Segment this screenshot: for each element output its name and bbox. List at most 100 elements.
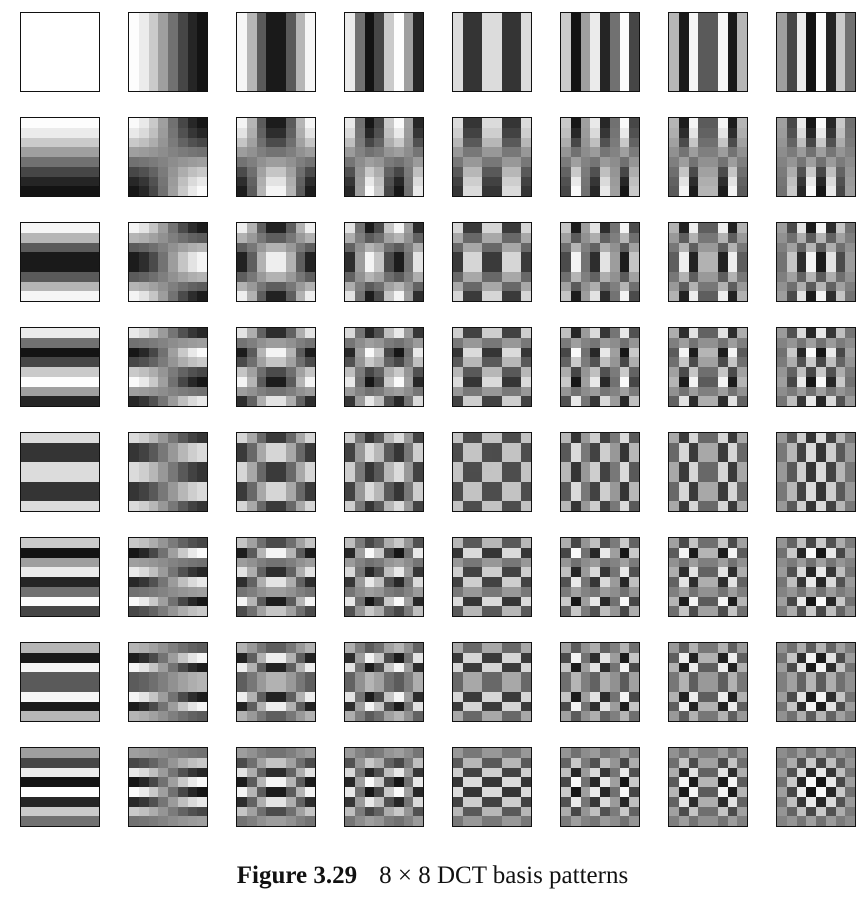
- basis-cell: [158, 337, 168, 348]
- basis-cell: [403, 291, 414, 301]
- basis-cell: [629, 701, 639, 712]
- basis-cell: [30, 291, 41, 301]
- basis-cell: [79, 376, 90, 387]
- basis-cell: [364, 501, 375, 511]
- basis-cell: [305, 252, 315, 262]
- basis-cell: [305, 748, 315, 758]
- basis-cell: [688, 232, 699, 243]
- basis-cell: [816, 396, 826, 406]
- basis-cell: [89, 252, 99, 262]
- basis-cell: [89, 442, 99, 453]
- basis-cell: [266, 357, 276, 367]
- basis-cell: [158, 606, 168, 616]
- basis-cell: [60, 71, 70, 82]
- basis-cell: [619, 767, 630, 778]
- basis-cell: [511, 577, 522, 587]
- basis-cell: [786, 577, 797, 587]
- basis-cell: [177, 52, 188, 62]
- basis-cell: [266, 32, 276, 43]
- basis-cell: [295, 606, 306, 616]
- basis-cell: [305, 281, 315, 292]
- basis-cell: [561, 462, 571, 472]
- basis-cell: [600, 433, 610, 443]
- basis-cell: [511, 147, 522, 157]
- basis-cell: [472, 386, 483, 397]
- basis-cell: [354, 777, 365, 787]
- basis-cell: [462, 396, 473, 406]
- basis-cell: [345, 682, 355, 692]
- basis-cell: [835, 711, 846, 721]
- basis-cell: [197, 806, 207, 817]
- basis-cell: [570, 442, 581, 453]
- basis-cell: [521, 472, 531, 482]
- basis-cell: [472, 757, 483, 768]
- basis-cell: [845, 176, 855, 187]
- basis-cell: [345, 386, 355, 397]
- basis-cell: [669, 462, 679, 472]
- basis-cell: [138, 777, 149, 787]
- basis-cell: [276, 547, 286, 558]
- basis-cell: [40, 262, 51, 272]
- basis-cell: [580, 547, 591, 558]
- basis-cell: [619, 547, 630, 558]
- basis-cell: [561, 433, 571, 443]
- basis-cell: [619, 186, 630, 196]
- basis-cell: [50, 586, 60, 597]
- basis-cell: [69, 186, 80, 196]
- basis-cell: [384, 682, 394, 692]
- basis-cell: [570, 452, 581, 463]
- basis-cell: [708, 347, 718, 358]
- basis-cell: [580, 711, 591, 721]
- basis-cell: [609, 13, 620, 23]
- basis-cell: [384, 232, 394, 243]
- basis-cell: [89, 242, 99, 253]
- basis-cell: [590, 643, 600, 653]
- basis-cell: [168, 242, 178, 253]
- basis-cell: [256, 662, 267, 673]
- basis-cell: [138, 118, 149, 128]
- basis-cell: [580, 701, 591, 712]
- basis-cell: [384, 357, 394, 367]
- basis-cell: [835, 242, 846, 253]
- basis-cell: [806, 252, 816, 262]
- basis-cell: [40, 281, 51, 292]
- basis-cell: [590, 586, 600, 597]
- basis-cell: [393, 491, 404, 502]
- basis-cell: [177, 691, 188, 702]
- basis-cell: [138, 357, 149, 367]
- basis-cell: [79, 643, 90, 653]
- basis-cell: [266, 596, 276, 607]
- basis-cell: [796, 433, 807, 443]
- basis-cell: [806, 701, 816, 712]
- basis-cell: [796, 643, 807, 653]
- basis-cell: [482, 816, 492, 826]
- basis-cell: [384, 577, 394, 587]
- basis-cell: [177, 232, 188, 243]
- basis-cell: [393, 147, 404, 157]
- basis-cell: [384, 538, 394, 548]
- basis-cell: [148, 71, 159, 82]
- basis-cell: [79, 816, 90, 826]
- basis-cell: [501, 547, 512, 558]
- basis-cell: [482, 547, 492, 558]
- basis-cell: [40, 137, 51, 148]
- basis-cell: [590, 42, 600, 52]
- basis-cell: [501, 242, 512, 253]
- basis-cell: [609, 81, 620, 91]
- basis-cell: [69, 433, 80, 443]
- basis-cell: [698, 481, 708, 492]
- basis-cell: [786, 816, 797, 826]
- basis-cell: [129, 386, 139, 397]
- basis-cell: [698, 71, 708, 82]
- basis-cell: [50, 796, 60, 807]
- basis-cell: [354, 433, 365, 443]
- basis-cell: [266, 223, 276, 233]
- basis-cell: [266, 491, 276, 502]
- basis-cell: [256, 271, 267, 282]
- basis-cell: [796, 281, 807, 292]
- basis-cell: [30, 223, 41, 233]
- basis-cell: [609, 643, 620, 653]
- basis-cell: [786, 386, 797, 397]
- basis-cell: [796, 547, 807, 558]
- basis-cell: [561, 232, 571, 243]
